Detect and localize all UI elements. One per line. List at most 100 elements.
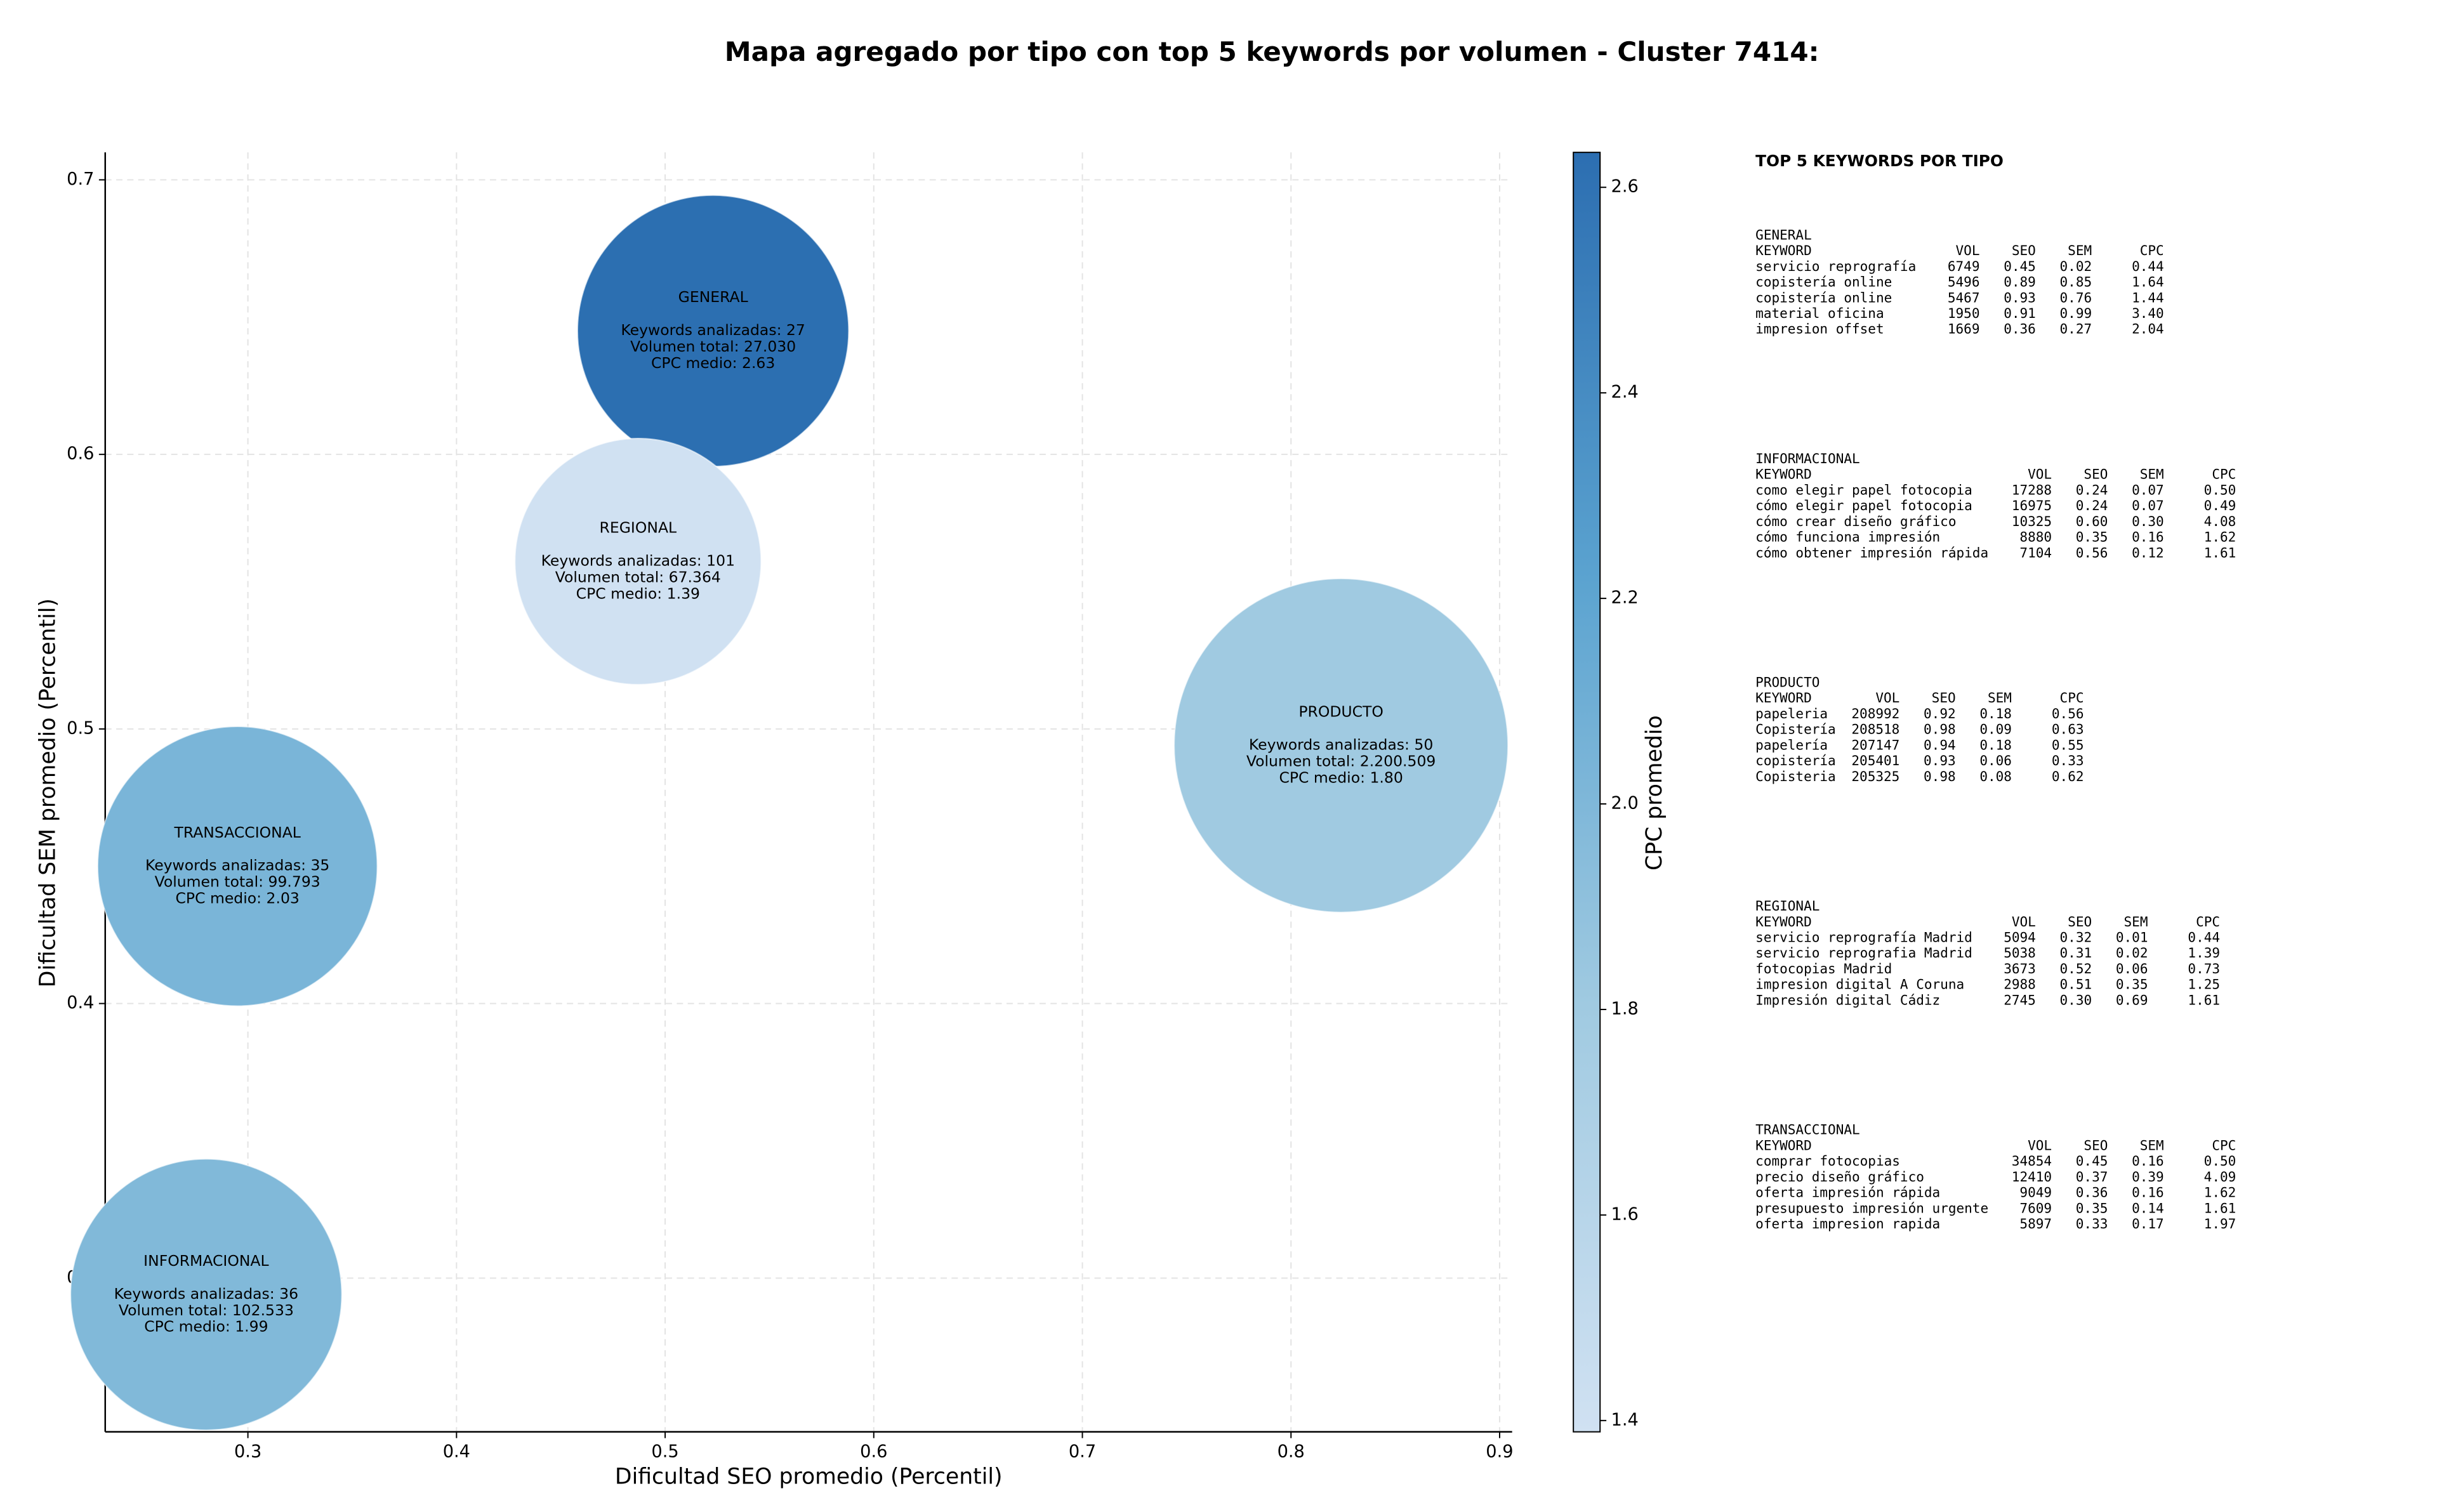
table-cell: servicio reprografía xyxy=(1755,258,1916,274)
group-name: GENERAL xyxy=(1755,227,1812,242)
table-cell: 9049 xyxy=(2019,1185,2052,1200)
table-cell: 0.49 xyxy=(2204,497,2236,513)
y-tick-label: 0.4 xyxy=(67,993,94,1013)
bubble-name: TRANSACCIONAL xyxy=(173,824,300,841)
group-name: PRODUCTO xyxy=(1755,674,1819,690)
table-cell: servicio reprografía Madrid xyxy=(1755,930,1972,945)
table-cell: oferta impresion rapida xyxy=(1755,1216,1940,1232)
table-cell: 0.56 xyxy=(2076,544,2108,560)
table-cell: 207147 xyxy=(1851,737,1899,753)
table-cell: 7104 xyxy=(2019,544,2052,560)
bubble-annotation: Volumen total: 99.793 xyxy=(155,873,320,891)
group-name: TRANSACCIONAL xyxy=(1755,1122,1859,1138)
bubble-annotation: CPC medio: 2.63 xyxy=(651,354,775,372)
table-cell: 0.93 xyxy=(2004,289,2036,305)
table-cell: cómo elegir papel fotocopia xyxy=(1755,497,1972,513)
table-header: KEYWORD xyxy=(1755,1137,1812,1153)
table-cell: 0.32 xyxy=(2060,930,2092,945)
bubble-annotation: CPC medio: 1.99 xyxy=(144,1318,268,1336)
table-cell: 2.04 xyxy=(2132,321,2164,337)
bubble-annotation: Volumen total: 67.364 xyxy=(555,568,721,586)
table-cell: 1669 xyxy=(1948,321,1980,337)
table-cell: 1.44 xyxy=(2132,289,2164,305)
table-header: KEYWORD xyxy=(1755,466,1812,482)
table-cell: 5094 xyxy=(2004,930,2036,945)
table-header: KEYWORD xyxy=(1755,690,1812,706)
table-cell: 0.99 xyxy=(2060,305,2092,321)
table-cell: papelería xyxy=(1755,737,1828,753)
table-cell: 0.51 xyxy=(2060,976,2092,992)
table-cell: 0.24 xyxy=(2076,482,2108,497)
x-tick-label: 0.5 xyxy=(651,1442,678,1461)
table-cell: 1.97 xyxy=(2204,1216,2236,1232)
table-header: KEYWORD xyxy=(1755,242,1812,258)
colorbar-tick-label: 1.8 xyxy=(1611,999,1639,1018)
table-cell: impresion offset xyxy=(1755,321,1884,337)
table-cell: 0.16 xyxy=(2132,1185,2164,1200)
table-header: VOL xyxy=(1875,690,1899,706)
table-header: VOL xyxy=(2012,914,2036,930)
table-header: SEM xyxy=(1988,690,2012,706)
table-cell: 7609 xyxy=(2019,1200,2052,1216)
table-cell: fotocopias Madrid xyxy=(1755,961,1892,976)
table-cell: material oficina xyxy=(1755,305,1884,321)
table-header: SEM xyxy=(2140,466,2164,482)
x-tick-label: 0.9 xyxy=(1486,1442,1513,1461)
table-cell: 0.12 xyxy=(2132,544,2164,560)
table-cell: 208518 xyxy=(1851,721,1899,737)
table-header: SEM xyxy=(2124,914,2148,930)
table-cell: 0.07 xyxy=(2132,497,2164,513)
table-cell: 0.31 xyxy=(2060,945,2092,961)
table-cell: 0.69 xyxy=(2116,992,2148,1008)
table-cell: 0.06 xyxy=(1979,753,2012,768)
table-cell: 2988 xyxy=(2004,976,2036,992)
table-cell: copistería online xyxy=(1755,289,1892,305)
table-cell: 1.61 xyxy=(2204,1200,2236,1216)
table-cell: Copistería xyxy=(1755,721,1836,737)
table-cell: 205325 xyxy=(1851,768,1899,784)
table-cell: 0.14 xyxy=(2132,1200,2164,1216)
table-cell: 1.61 xyxy=(2204,544,2236,560)
table-cell: 208992 xyxy=(1851,706,1899,721)
colorbar-tick-label: 1.6 xyxy=(1611,1204,1639,1224)
table-cell: 0.85 xyxy=(2060,274,2092,290)
bubble-name: GENERAL xyxy=(678,288,748,306)
table-cell: 0.08 xyxy=(1979,768,2012,784)
bubble-annotation: Keywords analizadas: 36 xyxy=(114,1285,298,1303)
x-tick-label: 0.4 xyxy=(443,1442,470,1461)
table-cell: servicio reprografia Madrid xyxy=(1755,945,1972,961)
panel-title: TOP 5 KEYWORDS POR TIPO xyxy=(1755,152,2004,170)
table-header: CPC xyxy=(2140,242,2164,258)
table-header: SEO xyxy=(2012,242,2036,258)
table-cell: 0.16 xyxy=(2132,1153,2164,1169)
table-cell: 0.36 xyxy=(2076,1185,2108,1200)
x-tick-label: 0.3 xyxy=(234,1442,261,1461)
table-cell: 10325 xyxy=(2012,513,2052,529)
table-cell: 0.98 xyxy=(1924,721,1956,737)
colorbar-tick-label: 1.4 xyxy=(1611,1410,1639,1430)
table-header: KEYWORD xyxy=(1755,914,1812,930)
table-cell: 1.62 xyxy=(2204,529,2236,545)
x-tick-label: 0.7 xyxy=(1069,1442,1096,1461)
table-cell: oferta impresión rápida xyxy=(1755,1185,1940,1200)
table-cell: 0.93 xyxy=(1924,753,1956,768)
table-cell: 0.45 xyxy=(2076,1153,2108,1169)
table-cell: 1.25 xyxy=(2188,976,2220,992)
colorbar-tick-label: 2.4 xyxy=(1611,383,1639,402)
table-cell: 0.02 xyxy=(2060,258,2092,274)
bubble-annotation: Keywords analizadas: 101 xyxy=(541,551,735,569)
table-cell: 3673 xyxy=(2004,961,2036,976)
table-header: SEM xyxy=(2140,1137,2164,1153)
table-cell: 0.30 xyxy=(2060,992,2092,1008)
table-cell: 5467 xyxy=(1948,289,1980,305)
table-cell: copistería online xyxy=(1755,274,1892,290)
table-cell: 0.73 xyxy=(2188,961,2220,976)
table-cell: 1.64 xyxy=(2132,274,2164,290)
table-cell: 0.27 xyxy=(2060,321,2092,337)
table-cell: 8880 xyxy=(2019,529,2052,545)
table-cell: 0.07 xyxy=(2132,482,2164,497)
table-cell: 0.52 xyxy=(2060,961,2092,976)
table-cell: 0.39 xyxy=(2132,1169,2164,1185)
